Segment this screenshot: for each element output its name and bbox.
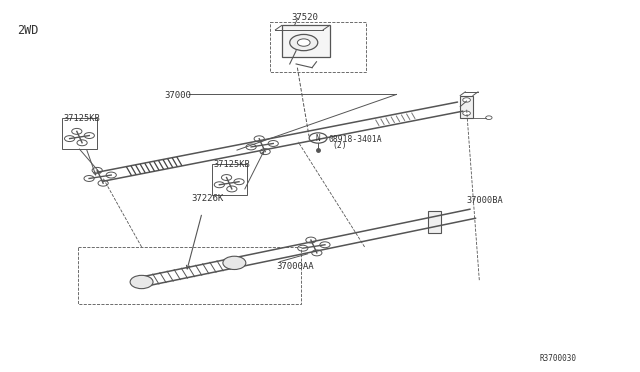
Circle shape [84,132,94,138]
Text: 37125KB: 37125KB [214,160,250,169]
Circle shape [227,186,237,192]
Circle shape [463,98,470,102]
Circle shape [106,172,116,178]
Circle shape [246,144,256,150]
Circle shape [65,136,75,142]
Circle shape [260,149,270,155]
Text: 37000: 37000 [164,91,191,100]
Text: N: N [316,134,321,142]
Circle shape [234,179,244,185]
Circle shape [77,140,87,146]
Circle shape [463,111,470,115]
Circle shape [306,237,316,243]
Circle shape [72,128,82,134]
Circle shape [221,174,232,180]
Circle shape [92,167,102,173]
Circle shape [298,39,310,46]
Bar [78,247,301,304]
Text: (2): (2) [333,141,348,150]
Circle shape [254,136,264,142]
Bar [212,164,246,195]
Circle shape [486,116,492,119]
Circle shape [98,180,108,186]
Bar [282,25,330,57]
Bar [62,118,97,149]
Text: 37226K: 37226K [191,194,223,203]
Bar [270,22,366,72]
Text: 2WD: 2WD [17,23,38,36]
Text: 37000BA: 37000BA [467,196,503,205]
Text: 08918-3401A: 08918-3401A [328,135,382,144]
Text: 37000AA: 37000AA [276,262,314,271]
Circle shape [312,250,322,256]
Bar [428,211,441,233]
Circle shape [309,133,327,143]
Text: 37125KB: 37125KB [64,114,100,123]
Circle shape [298,245,308,251]
Circle shape [130,275,153,289]
Circle shape [223,256,246,270]
Circle shape [320,242,330,248]
Bar [460,96,473,118]
Circle shape [290,35,318,51]
Circle shape [84,176,94,182]
Circle shape [268,141,278,147]
Text: R3700030: R3700030 [540,354,577,363]
Text: 37520: 37520 [291,13,318,22]
Circle shape [214,182,225,188]
